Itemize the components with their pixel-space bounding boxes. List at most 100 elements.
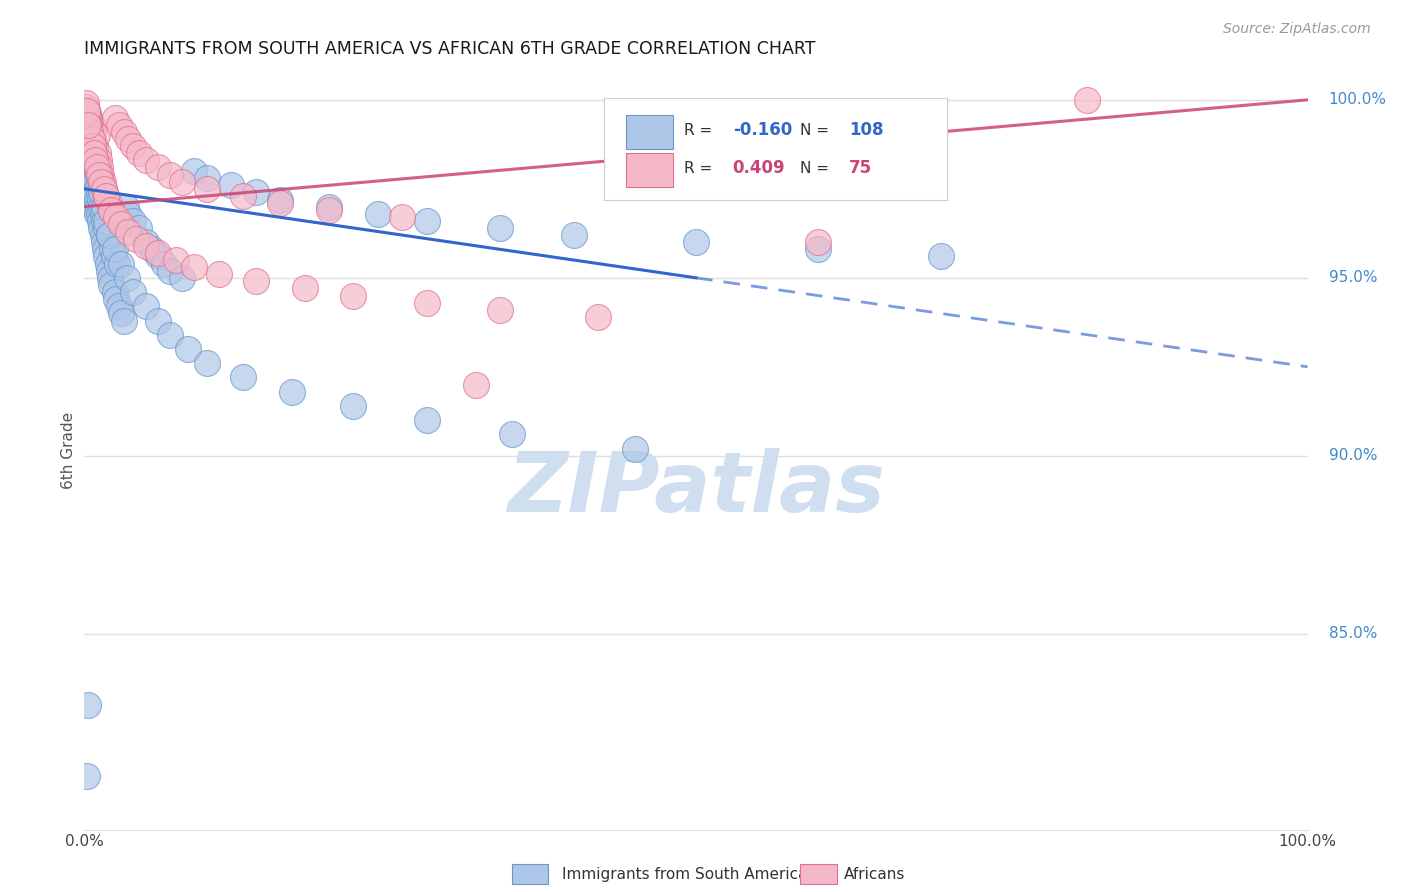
- Point: [165, 253, 187, 268]
- FancyBboxPatch shape: [626, 115, 672, 149]
- Point: [86, 164, 108, 178]
- Point: [76, 103, 98, 118]
- Point: [91, 175, 114, 189]
- Point: [77, 107, 100, 121]
- Point: [93, 200, 115, 214]
- Point: [122, 214, 145, 228]
- Point: [77, 164, 100, 178]
- Point: [183, 260, 205, 274]
- Point: [77, 107, 100, 121]
- Point: [90, 175, 112, 189]
- Point: [195, 356, 218, 370]
- Point: [135, 153, 157, 168]
- Point: [86, 161, 108, 175]
- Point: [94, 243, 117, 257]
- Point: [77, 114, 100, 128]
- Point: [416, 214, 439, 228]
- Point: [80, 186, 103, 200]
- Point: [89, 161, 111, 175]
- Point: [195, 182, 218, 196]
- Text: R =: R =: [683, 123, 717, 138]
- Point: [76, 111, 98, 125]
- Point: [98, 270, 121, 285]
- Text: 75: 75: [849, 160, 872, 178]
- Point: [83, 200, 105, 214]
- Point: [90, 200, 112, 214]
- Point: [318, 200, 340, 214]
- Point: [232, 189, 254, 203]
- Point: [195, 171, 218, 186]
- Point: [77, 150, 100, 164]
- Text: R =: R =: [683, 161, 717, 176]
- Point: [77, 128, 100, 143]
- Point: [96, 189, 118, 203]
- Point: [342, 399, 364, 413]
- Point: [87, 171, 110, 186]
- FancyBboxPatch shape: [626, 153, 672, 186]
- Point: [80, 143, 103, 157]
- Point: [159, 327, 181, 342]
- Point: [82, 136, 104, 150]
- Point: [97, 256, 120, 270]
- Point: [177, 342, 200, 356]
- Point: [929, 250, 952, 264]
- Point: [269, 193, 291, 207]
- Point: [75, 128, 97, 143]
- Point: [135, 299, 157, 313]
- Point: [107, 299, 129, 313]
- Point: [281, 384, 304, 399]
- Point: [97, 228, 120, 243]
- Point: [245, 274, 267, 288]
- Point: [77, 143, 100, 157]
- Point: [101, 243, 124, 257]
- Point: [135, 239, 157, 253]
- Point: [103, 250, 125, 264]
- Text: Source: ZipAtlas.com: Source: ZipAtlas.com: [1223, 22, 1371, 37]
- Point: [107, 118, 129, 132]
- Point: [79, 121, 101, 136]
- Point: [80, 164, 103, 178]
- Point: [86, 207, 108, 221]
- Point: [80, 125, 103, 139]
- Point: [86, 161, 108, 175]
- Point: [159, 168, 181, 182]
- Point: [232, 370, 254, 384]
- Point: [79, 114, 101, 128]
- Point: [87, 207, 110, 221]
- Point: [100, 277, 122, 292]
- Point: [79, 136, 101, 150]
- Point: [122, 139, 145, 153]
- Point: [77, 111, 100, 125]
- Text: Immigrants from South America: Immigrants from South America: [562, 867, 808, 881]
- Point: [77, 118, 100, 132]
- Point: [91, 228, 114, 243]
- Point: [77, 114, 100, 128]
- Point: [82, 132, 104, 146]
- Point: [117, 225, 139, 239]
- Text: 90.0%: 90.0%: [1329, 449, 1376, 463]
- Point: [84, 171, 107, 186]
- Point: [84, 139, 107, 153]
- Point: [84, 150, 107, 164]
- Point: [86, 157, 108, 171]
- Point: [97, 196, 120, 211]
- Point: [586, 310, 609, 324]
- Point: [84, 153, 107, 168]
- Point: [135, 235, 157, 250]
- Point: [489, 221, 512, 235]
- Point: [117, 132, 139, 146]
- Point: [110, 306, 132, 320]
- Point: [90, 221, 112, 235]
- Point: [141, 243, 163, 257]
- Point: [83, 143, 105, 157]
- Point: [122, 285, 145, 299]
- Point: [96, 250, 118, 264]
- Point: [391, 211, 413, 225]
- Point: [86, 128, 108, 143]
- Point: [83, 153, 105, 168]
- Point: [79, 125, 101, 139]
- Text: IMMIGRANTS FROM SOUTH AMERICA VS AFRICAN 6TH GRADE CORRELATION CHART: IMMIGRANTS FROM SOUTH AMERICA VS AFRICAN…: [84, 40, 815, 58]
- Point: [1076, 93, 1098, 107]
- Point: [76, 157, 98, 171]
- Point: [624, 442, 647, 456]
